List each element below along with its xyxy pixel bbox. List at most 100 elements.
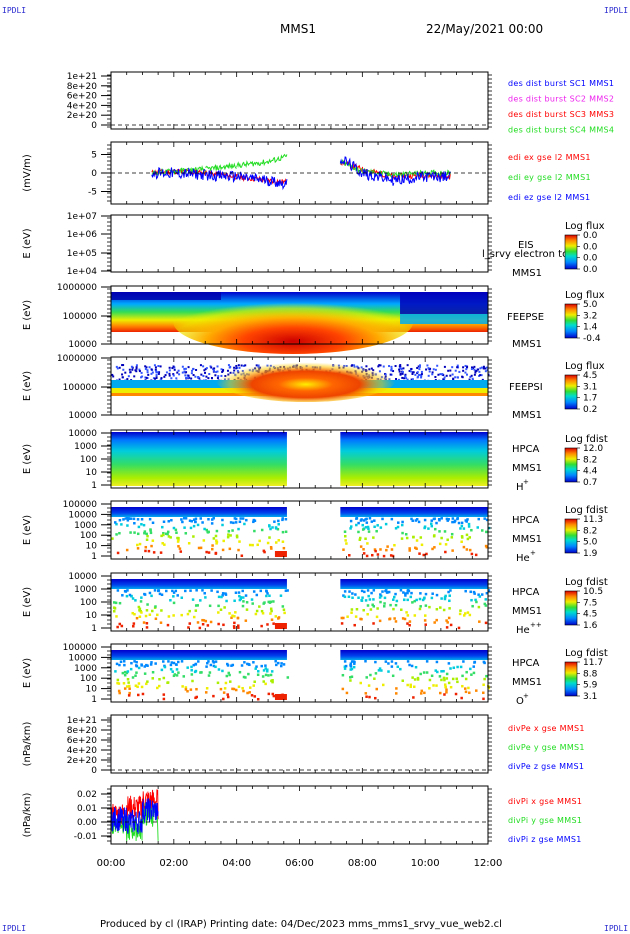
spectrogram-pixel xyxy=(129,531,132,534)
spectrogram-pixel xyxy=(189,688,193,691)
spectrogram-pixel xyxy=(409,685,413,688)
spectrogram-pixel xyxy=(137,693,140,697)
plot-title: MMS1 xyxy=(280,22,316,36)
noise-pixel xyxy=(420,374,423,377)
noise-pixel xyxy=(222,369,225,372)
spectrogram-pixel xyxy=(418,597,422,601)
noise-pixel xyxy=(468,378,471,381)
colorbar-value: 1.4 xyxy=(583,323,598,333)
noise-pixel xyxy=(411,371,414,374)
spectrogram-pixel xyxy=(167,535,171,538)
spectrogram-pixel xyxy=(373,677,376,680)
spectrogram-pixel xyxy=(242,600,245,603)
noise-pixel xyxy=(168,369,171,372)
spectrogram-pixel xyxy=(266,592,269,595)
noise-pixel xyxy=(404,375,407,378)
spectrogram-pixel xyxy=(396,665,400,669)
spectrogram-pixel xyxy=(188,609,191,613)
spectrogram-pixel xyxy=(208,671,212,674)
noise-pixel xyxy=(214,374,217,377)
spectrogram-pixel xyxy=(176,594,179,597)
noise-pixel xyxy=(461,375,464,378)
spectrogram-pixel xyxy=(424,592,428,596)
spectrogram-pixel xyxy=(353,662,356,665)
spectrogram-pixel xyxy=(126,670,130,673)
spectrogram-pixel xyxy=(183,526,186,529)
spectrogram-pixel xyxy=(354,615,358,618)
spectrogram-pixel xyxy=(148,591,152,595)
noise-pixel xyxy=(138,370,141,373)
spectrogram-pixel xyxy=(411,601,414,604)
spectrogram-pixel xyxy=(437,517,441,521)
spectrogram-pixel xyxy=(162,697,166,701)
spectrogram-pixel xyxy=(463,612,467,615)
instrument-name: FEEPSI xyxy=(509,382,543,393)
spectrogram-pixel xyxy=(231,529,234,532)
noise-pixel xyxy=(168,366,171,369)
noise-pixel xyxy=(401,370,404,373)
spectrogram-pixel xyxy=(484,621,488,625)
spectrogram-pixel xyxy=(342,594,345,597)
spectrogram-pixel xyxy=(126,517,129,520)
spectrogram-pixel xyxy=(148,613,152,616)
spectrogram-pixel xyxy=(367,594,370,598)
noise-pixel xyxy=(135,367,138,370)
noise-pixel xyxy=(427,367,430,370)
spectrogram-pixel xyxy=(160,609,163,612)
noise-pixel xyxy=(135,366,138,369)
legend-entry: divPi z gse MMS1 xyxy=(508,835,582,844)
spectrogram-hpca xyxy=(111,579,287,589)
spectrogram-pixel xyxy=(204,691,208,694)
spectrogram-pixel xyxy=(423,691,426,695)
spectrogram-pixel xyxy=(258,539,261,543)
spectrogram-pixel xyxy=(435,521,438,525)
noise-pixel xyxy=(155,370,158,373)
noise-pixel xyxy=(477,368,480,371)
spectrogram-pixel xyxy=(186,666,189,669)
y-tick-label: 1000000 xyxy=(57,283,97,293)
spectrogram-pixel xyxy=(467,686,470,690)
spectrogram-pixel xyxy=(344,664,348,668)
spectrogram-pixel xyxy=(131,611,134,615)
noise-pixel xyxy=(144,376,147,379)
noise-pixel xyxy=(144,365,147,368)
noise-pixel xyxy=(164,374,167,377)
y-tick-label: 1 xyxy=(91,481,97,491)
spectrogram-pixel xyxy=(482,691,485,695)
spectrogram-pixel xyxy=(136,532,140,536)
noise-pixel xyxy=(473,365,476,368)
noise-pixel xyxy=(172,365,175,368)
spectrogram-pixel xyxy=(451,520,454,524)
spectrogram-pixel xyxy=(279,664,283,668)
spectrogram-pixel xyxy=(342,548,345,551)
spectrogram-pixel xyxy=(283,611,286,615)
noise-pixel xyxy=(420,376,423,379)
spectrogram-pixel xyxy=(234,611,237,614)
spectrogram-pixel xyxy=(416,676,420,680)
colorbar-value: 10.5 xyxy=(583,587,603,597)
spectrogram-pixel xyxy=(194,696,197,700)
spectrogram-hpca xyxy=(340,432,488,486)
spectrogram-pixel xyxy=(231,687,234,691)
spectrogram-pixel xyxy=(198,626,202,630)
noise-pixel xyxy=(447,369,450,372)
colorbar-value: 8.2 xyxy=(583,526,597,536)
colorbar-value: 7.5 xyxy=(583,598,597,608)
noise-pixel xyxy=(420,373,423,376)
spectrogram-pixel xyxy=(422,553,425,557)
spectrogram-pixel xyxy=(348,590,351,593)
spectrogram-pixel xyxy=(383,602,386,605)
noise-pixel xyxy=(227,364,230,367)
spectrogram-pixel xyxy=(237,624,240,627)
spectrogram-pixel xyxy=(389,603,392,607)
spectrogram-pixel xyxy=(172,595,175,598)
spectrogram-pixel xyxy=(180,660,184,663)
spectrogram-cold-region xyxy=(400,314,488,324)
spectrogram-pixel xyxy=(349,664,352,667)
spectrogram-pixel xyxy=(467,522,471,526)
noise-pixel xyxy=(150,372,153,375)
noise-pixel xyxy=(112,375,115,378)
spectrogram-pixel xyxy=(265,590,268,593)
spectrogram-pixel xyxy=(435,660,439,664)
spectrogram-pixel xyxy=(223,606,226,609)
